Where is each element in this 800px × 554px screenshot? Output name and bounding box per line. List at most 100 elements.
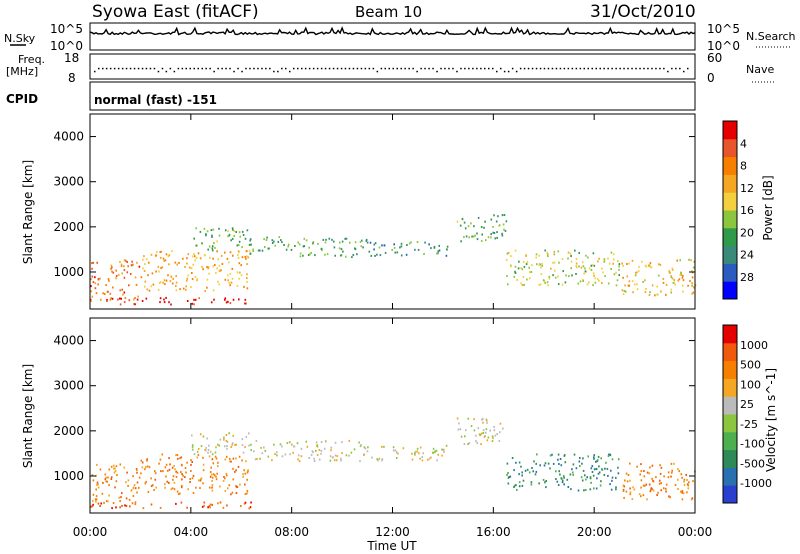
- echo-cell: [181, 258, 184, 260]
- echo-cell: [481, 418, 483, 421]
- echo-cell: [338, 247, 341, 250]
- echo-cell: [113, 471, 116, 474]
- echo-cell: [231, 227, 234, 230]
- echo-cell: [658, 263, 660, 266]
- freq-point: [555, 67, 558, 70]
- echo-cell: [330, 446, 332, 449]
- echo-cell: [95, 500, 97, 503]
- echo-cell: [692, 291, 695, 294]
- echo-cell: [477, 427, 480, 430]
- echo-cell: [154, 472, 157, 475]
- echo-cell: [146, 288, 149, 291]
- echo-cell: [231, 267, 234, 270]
- freq-point: [376, 70, 379, 73]
- echo-cell: [442, 448, 444, 451]
- echo-cell: [539, 283, 542, 286]
- echo-cell: [584, 267, 586, 270]
- echo-cell: [484, 220, 486, 223]
- echo-cell: [177, 493, 180, 496]
- echo-cell: [136, 481, 139, 484]
- colorbar-swatch: [723, 121, 737, 140]
- echo-cell: [352, 254, 355, 256]
- echo-cell: [235, 485, 237, 488]
- echo-cell: [381, 458, 384, 461]
- echo-cell: [608, 453, 610, 456]
- echo-cell: [201, 505, 204, 508]
- echo-cell: [180, 463, 183, 466]
- freq-point: [460, 67, 462, 70]
- echo-cell: [211, 249, 214, 252]
- echo-cell: [582, 265, 585, 268]
- nsearch-top-tick: 10^5: [707, 22, 740, 36]
- echo-cell: [214, 455, 217, 458]
- echo-cell: [115, 480, 118, 483]
- echo-cell: [242, 451, 245, 454]
- echo-cell: [164, 283, 166, 286]
- echo-cell: [590, 264, 593, 267]
- echo-cell: [627, 474, 630, 476]
- nsearch-bottom-tick: 10^0: [707, 39, 740, 53]
- freq-point: [293, 67, 295, 70]
- freq-point: [281, 67, 283, 70]
- echo-cell: [281, 445, 283, 448]
- echo-cell: [187, 488, 189, 491]
- echo-cell: [271, 239, 274, 242]
- freq-point: [511, 67, 514, 70]
- echo-cell: [142, 267, 144, 270]
- freq-point: [396, 67, 398, 70]
- freq-trace: [94, 67, 689, 73]
- echo-cell: [152, 283, 155, 286]
- echo-cell: [232, 467, 234, 470]
- echo-cell: [95, 495, 98, 498]
- echo-cell: [134, 503, 137, 506]
- echo-cell: [215, 478, 218, 481]
- echo-cell: [414, 450, 417, 453]
- echo-cell: [208, 444, 210, 447]
- echo-cell: [193, 253, 195, 255]
- echo-cell: [683, 483, 686, 486]
- echo-cell: [624, 290, 627, 293]
- echo-cell: [263, 238, 265, 241]
- echo-cell: [546, 281, 549, 284]
- echo-cell: [230, 493, 232, 496]
- echo-cell: [570, 267, 572, 270]
- echo-cell: [92, 261, 95, 264]
- echo-cell: [218, 234, 221, 237]
- echo-cell: [492, 225, 494, 228]
- echo-cell: [215, 446, 217, 449]
- echo-cell: [592, 252, 595, 255]
- echo-cell: [142, 258, 144, 261]
- echo-cell: [414, 452, 416, 455]
- echo-cell: [157, 265, 160, 268]
- echo-cell: [470, 425, 473, 428]
- echo-cell: [148, 289, 151, 292]
- echo-cell: [212, 289, 215, 292]
- echo-cell: [194, 255, 196, 258]
- echo-cell: [90, 300, 92, 302]
- freq-point: [185, 67, 187, 70]
- echo-cell: [111, 266, 113, 269]
- echo-cell: [561, 258, 564, 261]
- echo-cell: [640, 486, 642, 489]
- echo-cell: [634, 271, 637, 274]
- echo-cell: [637, 270, 640, 273]
- echo-cell: [515, 484, 517, 487]
- echo-cell: [496, 231, 498, 234]
- echo-cell: [607, 455, 610, 457]
- echo-cell: [582, 280, 584, 282]
- echo-cell: [219, 438, 222, 441]
- echo-cell: [115, 269, 117, 272]
- echo-cell: [107, 278, 110, 281]
- echo-cell: [196, 450, 199, 453]
- echo-cell: [165, 279, 168, 282]
- echo-cell: [553, 250, 556, 253]
- echo-cell: [400, 242, 403, 245]
- echo-cell: [238, 277, 240, 280]
- echo-cell: [487, 436, 490, 439]
- echo-cell: [647, 264, 650, 267]
- echo-cell: [166, 480, 169, 483]
- echo-cell: [286, 442, 289, 444]
- echo-cell: [119, 303, 122, 306]
- echo-cell: [175, 275, 177, 278]
- echo-cell: [204, 449, 206, 451]
